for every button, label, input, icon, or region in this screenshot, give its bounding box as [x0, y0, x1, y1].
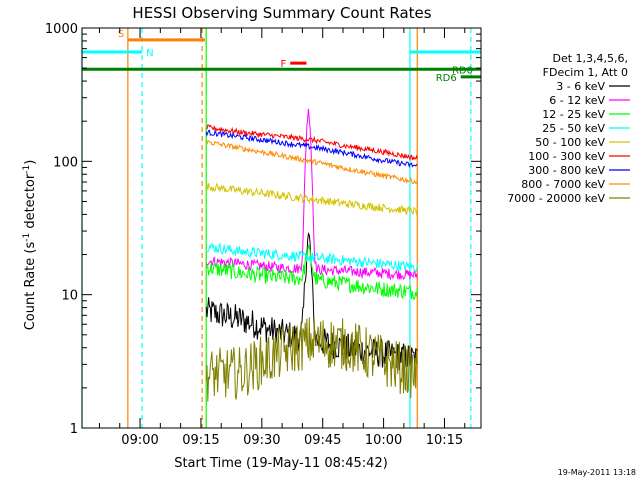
x-tick-label-0: 09:00 — [121, 433, 158, 448]
y-axis-label-end: ) — [23, 160, 38, 165]
legend-label-6: 300 - 800 keV — [528, 164, 605, 177]
series-line-5 — [205, 124, 418, 162]
axes-frame — [81, 27, 482, 429]
y-axis-label-sup1: -1 — [22, 233, 32, 242]
legend-header-line-1: Det 1,3,4,5,6, — [552, 52, 628, 65]
flag-label-4: RD0 — [452, 65, 473, 76]
legend-label-1: 6 - 12 keV — [549, 94, 605, 107]
x-tick-label-1: 09:15 — [182, 433, 219, 448]
series-line-7 — [206, 140, 418, 185]
flag-label-3: F — [280, 59, 286, 70]
legend-label-2: 12 - 25 keV — [542, 108, 605, 121]
flag-label-1: N — [146, 48, 153, 59]
y-axis-label-sup2: -1 — [22, 165, 32, 174]
series-line-6 — [205, 129, 418, 169]
series-line-3 — [206, 242, 418, 273]
x-tick-label-2: 09:30 — [243, 433, 280, 448]
y-axis-label: Count Rate (s-1 detector-1) — [22, 160, 38, 331]
series-line-8 — [205, 317, 418, 402]
plot-area: SNNFRD0RD6 — [81, 28, 481, 428]
flag-label-5: RD6 — [436, 73, 457, 84]
series-line-2 — [205, 244, 418, 301]
legend-label-8: 7000 - 20000 keV — [507, 192, 605, 205]
series-line-1 — [205, 108, 418, 281]
series-line-4 — [205, 182, 418, 216]
x-tick-label-5: 10:15 — [426, 433, 463, 448]
legend-label-5: 100 - 300 keV — [528, 150, 605, 163]
x-tick-label-4: 10:00 — [365, 433, 402, 448]
y-tick-label-1: 10 — [61, 289, 78, 304]
y-tick-label-2: 100 — [53, 155, 78, 170]
y-tick-label-0: 1 — [70, 422, 78, 437]
axes: 1 10 100 1000 09:00 09:15 09:30 09:45 10:00 10:15 — [45, 22, 482, 448]
date-stamp: 19-May-2011 13:18 — [558, 468, 636, 477]
legend-label-0: 3 - 6 keV — [556, 80, 605, 93]
legend-label-3: 25 - 50 keV — [542, 122, 605, 135]
y-axis-label-main: Count Rate (s — [23, 242, 38, 331]
x-axis-label: Start Time (19-May-11 08:45:42) — [174, 456, 388, 471]
y-tick-label-3: 1000 — [45, 22, 78, 37]
legend-label-4: 50 - 100 keV — [535, 136, 605, 149]
chart-title: HESSI Observing Summary Count Rates — [132, 4, 431, 22]
legend-label-7: 800 - 7000 keV — [521, 178, 605, 191]
legend-header-line-2: FDecim 1, Att 0 — [543, 66, 628, 79]
x-tick-label-3: 09:45 — [304, 433, 341, 448]
flag-label-0: S — [118, 29, 124, 40]
legend: Det 1,3,4,5,6, FDecim 1, Att 0 3 - 6 keV… — [507, 52, 630, 205]
series-line-0 — [205, 231, 418, 371]
y-axis-label-mid: detector — [23, 173, 38, 233]
